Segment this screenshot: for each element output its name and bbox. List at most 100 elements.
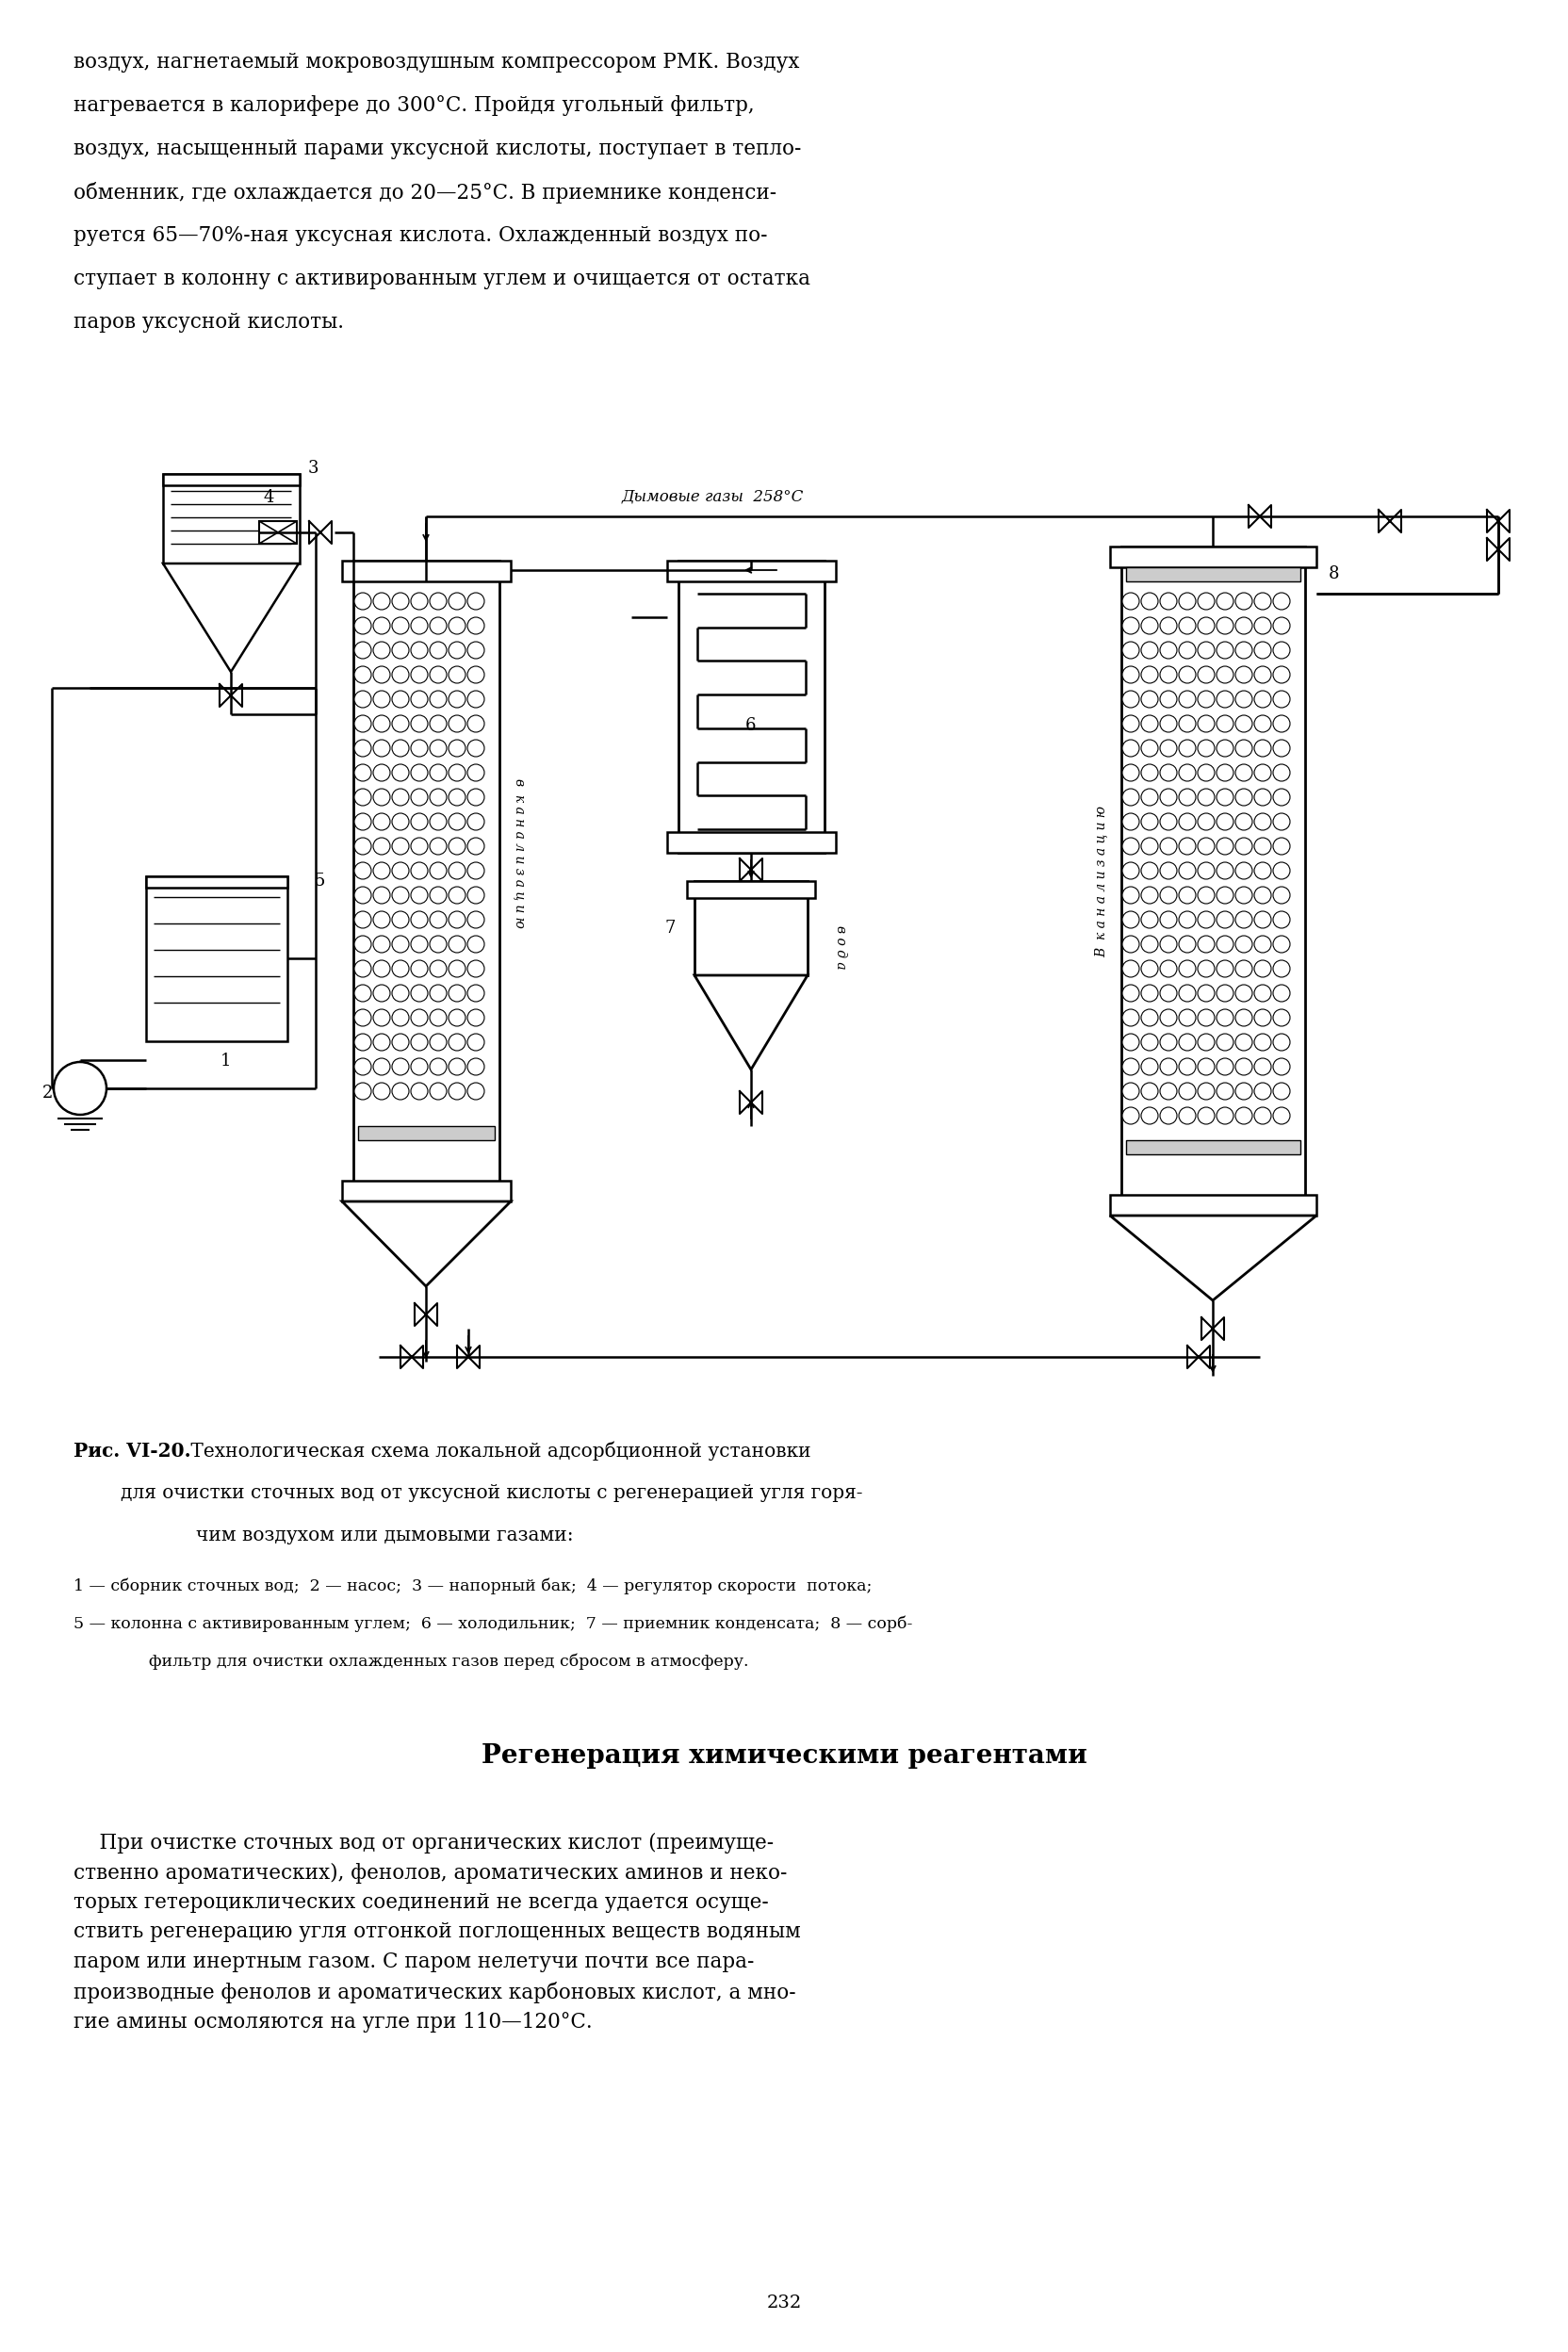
Circle shape [1160, 741, 1178, 757]
Circle shape [373, 741, 390, 757]
Circle shape [1179, 616, 1196, 635]
Circle shape [354, 666, 372, 682]
Circle shape [1273, 593, 1290, 609]
Circle shape [53, 1063, 107, 1115]
Circle shape [1198, 936, 1215, 953]
Circle shape [354, 1058, 372, 1075]
Circle shape [448, 863, 466, 880]
Circle shape [373, 1082, 390, 1101]
Circle shape [373, 616, 390, 635]
Circle shape [1236, 715, 1253, 731]
Polygon shape [695, 976, 808, 1070]
Circle shape [392, 1009, 409, 1025]
Circle shape [411, 1009, 428, 1025]
Circle shape [1160, 642, 1178, 659]
Circle shape [392, 985, 409, 1002]
Circle shape [1254, 863, 1272, 880]
Circle shape [1217, 936, 1234, 953]
Text: ступает в колонну с активированным углем и очищается от остатка: ступает в колонну с активированным углем… [74, 268, 811, 289]
Circle shape [1123, 642, 1140, 659]
Circle shape [1273, 666, 1290, 682]
Circle shape [1273, 788, 1290, 807]
Circle shape [1273, 887, 1290, 903]
Circle shape [373, 593, 390, 609]
Text: обменник, где охлаждается до 20—25°С. В приемнике конденси-: обменник, где охлаждается до 20—25°С. В … [74, 181, 776, 205]
Circle shape [1160, 887, 1178, 903]
Circle shape [1254, 593, 1272, 609]
Circle shape [1198, 764, 1215, 781]
Circle shape [448, 1082, 466, 1101]
Circle shape [1254, 837, 1272, 854]
Bar [146, 877, 287, 1042]
Circle shape [392, 593, 409, 609]
Circle shape [1273, 1058, 1290, 1075]
Circle shape [1273, 764, 1290, 781]
Circle shape [354, 887, 372, 903]
Circle shape [430, 593, 447, 609]
Circle shape [1254, 616, 1272, 635]
Circle shape [354, 814, 372, 830]
Circle shape [411, 593, 428, 609]
Circle shape [373, 1058, 390, 1075]
Bar [342, 1181, 511, 1202]
Circle shape [1179, 1035, 1196, 1051]
Circle shape [1198, 642, 1215, 659]
Circle shape [1142, 863, 1159, 880]
Circle shape [1217, 1082, 1234, 1101]
Circle shape [1236, 616, 1253, 635]
Bar [259, 522, 296, 543]
Circle shape [411, 788, 428, 807]
Text: 232: 232 [767, 2296, 801, 2312]
Circle shape [354, 788, 372, 807]
Circle shape [430, 691, 447, 708]
Circle shape [1236, 1108, 1253, 1124]
Circle shape [1198, 666, 1215, 682]
Circle shape [411, 666, 428, 682]
Bar [666, 560, 836, 581]
Circle shape [1254, 666, 1272, 682]
Circle shape [1236, 960, 1253, 976]
Circle shape [448, 887, 466, 903]
Circle shape [1179, 1082, 1196, 1101]
Circle shape [354, 691, 372, 708]
Bar [679, 560, 825, 854]
Circle shape [411, 642, 428, 659]
Circle shape [1236, 837, 1253, 854]
Circle shape [392, 960, 409, 976]
Circle shape [1254, 741, 1272, 757]
Circle shape [1160, 593, 1178, 609]
Circle shape [1198, 985, 1215, 1002]
Circle shape [411, 691, 428, 708]
Circle shape [354, 985, 372, 1002]
Circle shape [1198, 1009, 1215, 1025]
Bar [1110, 1195, 1317, 1216]
Circle shape [1142, 666, 1159, 682]
Circle shape [1236, 593, 1253, 609]
Circle shape [354, 863, 372, 880]
Circle shape [411, 887, 428, 903]
Circle shape [392, 936, 409, 953]
Circle shape [373, 666, 390, 682]
Circle shape [373, 715, 390, 731]
Bar [1126, 567, 1300, 581]
Circle shape [354, 936, 372, 953]
Circle shape [1254, 814, 1272, 830]
Circle shape [411, 936, 428, 953]
Circle shape [1217, 666, 1234, 682]
Circle shape [1254, 1108, 1272, 1124]
Circle shape [1198, 910, 1215, 929]
Text: воздух, нагнетаемый мокровоздушным компрессором РМК. Воздух: воздух, нагнетаемый мокровоздушным компр… [74, 52, 800, 73]
Polygon shape [342, 1202, 511, 1287]
Circle shape [1236, 691, 1253, 708]
Circle shape [448, 985, 466, 1002]
Circle shape [1273, 741, 1290, 757]
Circle shape [1198, 837, 1215, 854]
Circle shape [1123, 593, 1140, 609]
Circle shape [1273, 691, 1290, 708]
Text: в  к а н а л и з а ц и ю: в к а н а л и з а ц и ю [514, 779, 527, 927]
Circle shape [1160, 1035, 1178, 1051]
Circle shape [1236, 1009, 1253, 1025]
Circle shape [1123, 1009, 1140, 1025]
Text: Рис. VI-20.: Рис. VI-20. [74, 1442, 191, 1461]
Circle shape [448, 960, 466, 976]
